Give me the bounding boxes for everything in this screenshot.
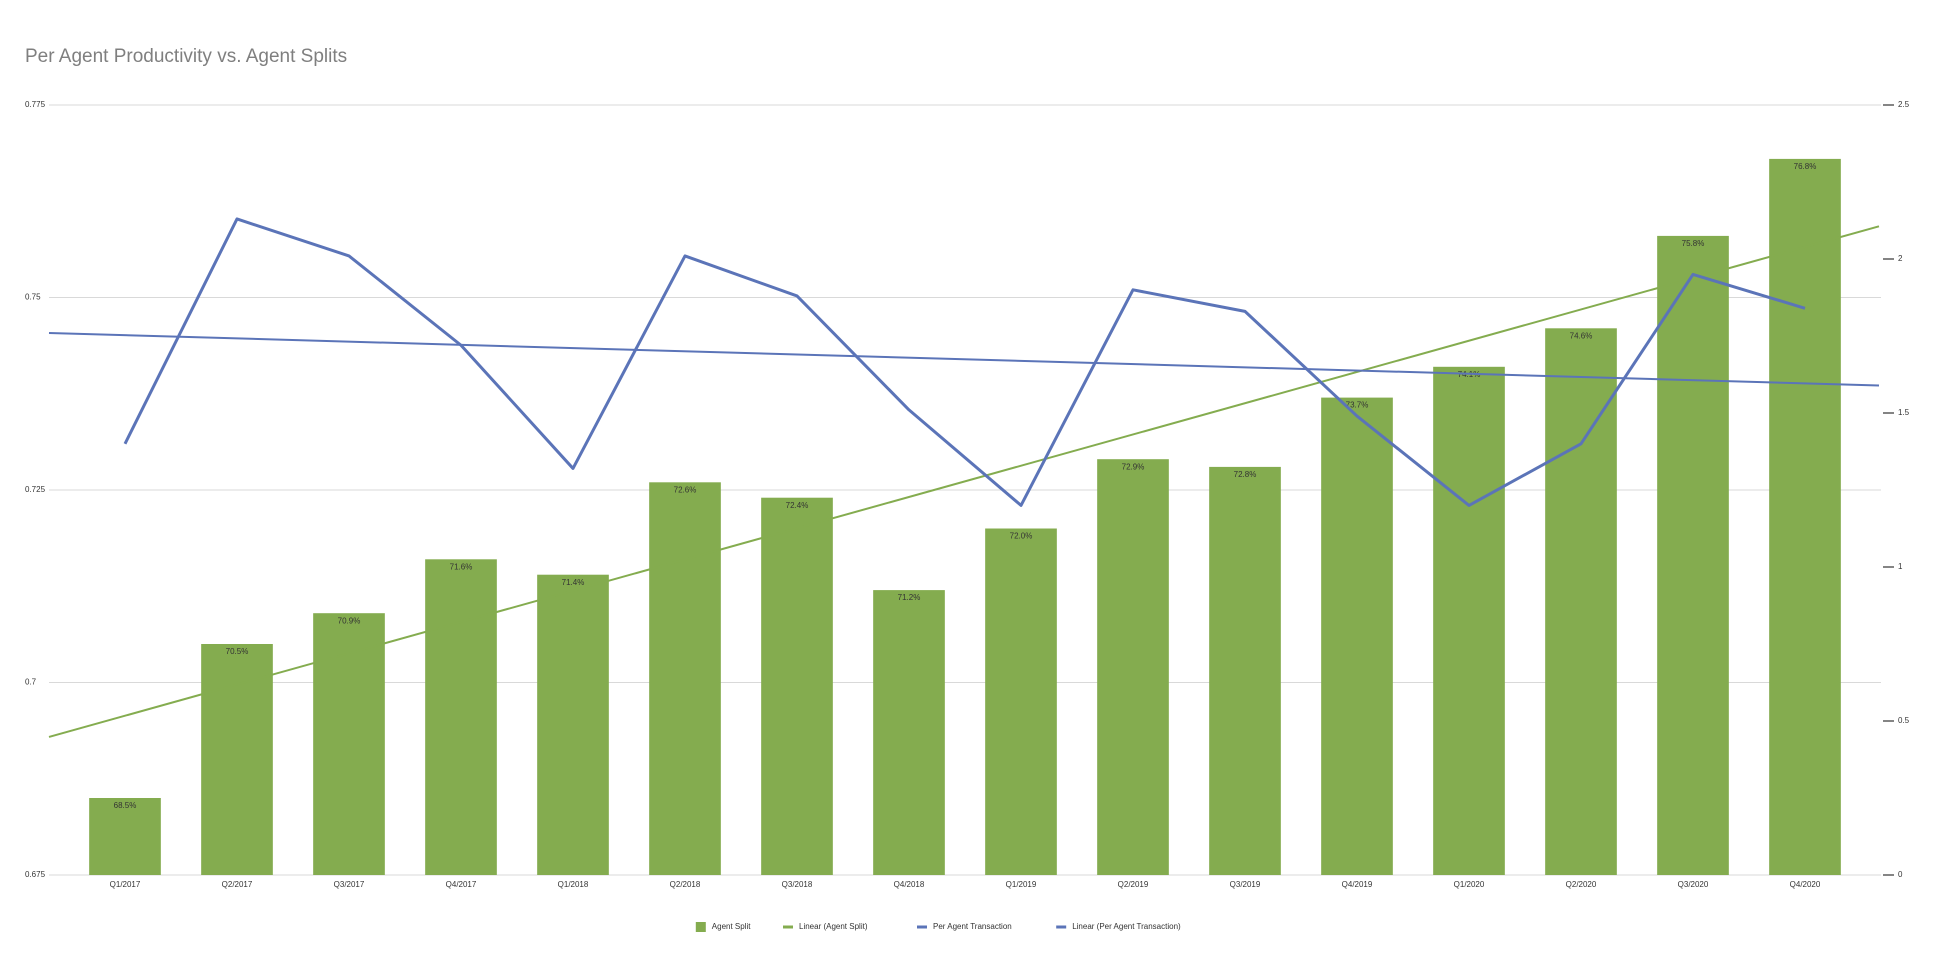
y2-tick-label: 0.5 xyxy=(1898,716,1910,725)
y-tick-label: 0.725 xyxy=(25,485,46,494)
data-label: 71.4% xyxy=(562,578,585,587)
data-label: 75.8% xyxy=(1682,239,1705,248)
bar xyxy=(1097,459,1169,875)
data-label: 72.0% xyxy=(1010,532,1033,541)
y2-tick-label: 2 xyxy=(1898,254,1903,263)
x-tick-label: Q2/2020 xyxy=(1566,880,1597,889)
x-tick-label: Q2/2017 xyxy=(222,880,253,889)
bar xyxy=(873,590,945,875)
data-label: 74.6% xyxy=(1570,331,1593,340)
x-tick-label: Q3/2019 xyxy=(1230,880,1261,889)
data-label: 70.5% xyxy=(226,647,249,656)
bar xyxy=(1321,397,1393,875)
x-tick-label: Q4/2020 xyxy=(1790,880,1821,889)
bar xyxy=(313,613,385,875)
trendline xyxy=(48,332,1880,387)
data-label: 72.8% xyxy=(1234,470,1257,479)
x-tick-label: Q1/2020 xyxy=(1454,880,1485,889)
bar xyxy=(1545,328,1617,875)
y-tick-label: 0.775 xyxy=(25,100,46,109)
data-label: 68.5% xyxy=(114,801,137,810)
data-label: 76.8% xyxy=(1794,162,1817,171)
y2-tick-label: 0 xyxy=(1898,870,1903,879)
y-tick-label: 0.75 xyxy=(25,293,41,302)
x-tick-label: Q4/2017 xyxy=(446,880,477,889)
trendline xyxy=(48,225,1880,738)
line xyxy=(123,217,1806,507)
y-tick-label: 0.7 xyxy=(25,678,37,687)
bar xyxy=(201,644,273,875)
y2-tick-label: 1.5 xyxy=(1898,408,1910,417)
bar xyxy=(1209,466,1281,875)
bar xyxy=(649,482,721,875)
bar xyxy=(537,574,609,875)
legend-label: Per Agent Transaction xyxy=(933,922,1012,931)
x-tick-label: Q3/2017 xyxy=(334,880,365,889)
data-label: 72.4% xyxy=(786,501,809,510)
bar xyxy=(1657,235,1729,875)
legend-label: Agent Split xyxy=(712,922,751,931)
x-tick-label: Q1/2018 xyxy=(558,880,589,889)
x-tick-label: Q4/2018 xyxy=(894,880,925,889)
data-label: 72.9% xyxy=(1122,462,1145,471)
y2-tick-label: 2.5 xyxy=(1898,100,1910,109)
data-label: 71.6% xyxy=(450,562,473,571)
legend-label: Linear (Agent Split) xyxy=(799,922,868,931)
x-tick-label: Q1/2017 xyxy=(110,880,141,889)
data-label: 72.6% xyxy=(674,485,697,494)
x-tick-label: Q2/2018 xyxy=(670,880,701,889)
data-label: 71.2% xyxy=(898,593,921,602)
bar xyxy=(761,497,833,875)
y2-tick-label: 1 xyxy=(1898,562,1903,571)
bar xyxy=(985,528,1057,875)
x-tick-label: Q3/2018 xyxy=(782,880,813,889)
x-tick-label: Q1/2019 xyxy=(1006,880,1037,889)
bar xyxy=(1433,366,1505,875)
bar xyxy=(89,798,161,875)
data-label: 70.9% xyxy=(338,616,361,625)
chart-title: Per Agent Productivity vs. Agent Splits xyxy=(25,46,347,67)
data-label: 73.7% xyxy=(1346,401,1369,410)
x-tick-label: Q2/2019 xyxy=(1118,880,1149,889)
x-tick-label: Q4/2019 xyxy=(1342,880,1373,889)
legend-swatch xyxy=(695,922,706,932)
bar xyxy=(1769,158,1841,875)
x-tick-label: Q3/2020 xyxy=(1678,880,1709,889)
bar xyxy=(425,559,497,875)
y-tick-label: 0.675 xyxy=(25,870,46,879)
legend-label: Linear (Per Agent Transaction) xyxy=(1072,922,1181,931)
